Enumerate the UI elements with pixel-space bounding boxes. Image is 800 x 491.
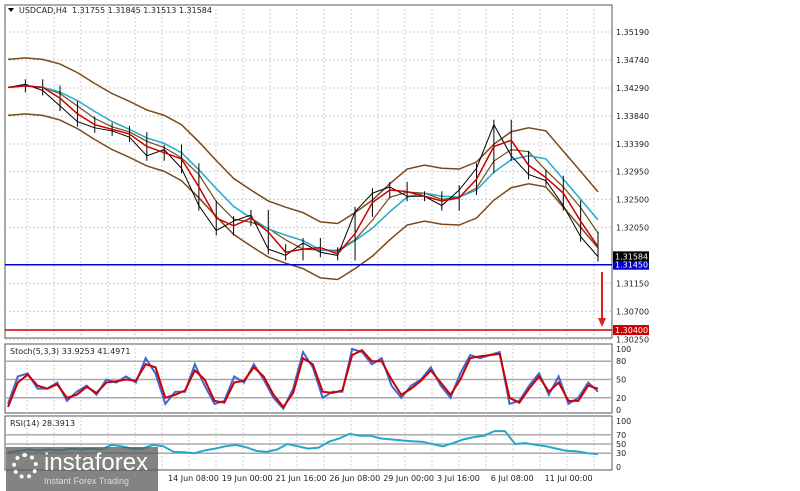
osc-tick: 0 xyxy=(616,406,621,415)
stoch-main-line xyxy=(7,347,599,411)
current-price-label: 1.31584 xyxy=(615,252,648,261)
level-tag xyxy=(613,325,649,336)
time-tick: 6 Jul 08:00 xyxy=(491,474,534,483)
time-tick: 19 Jun 00:00 xyxy=(222,474,273,483)
price-tick: 1.34740 xyxy=(616,56,649,65)
level-label: 1.31450 xyxy=(615,261,648,270)
gear-icon xyxy=(12,453,38,479)
dropdown-icon xyxy=(8,8,14,12)
lower-band xyxy=(7,113,599,281)
price-tick: 1.35190 xyxy=(616,28,649,37)
osc-tick: 50 xyxy=(616,440,626,449)
time-tick: 21 Jun 16:00 xyxy=(276,474,327,483)
time-tick: 14 Jun 08:00 xyxy=(168,474,219,483)
osc-tick: 50 xyxy=(616,376,626,385)
osc-tick: 100 xyxy=(616,345,631,354)
osc-title: Stoch(5,3,3) 33.9253 41.4971 xyxy=(10,347,130,356)
price-tick: 1.34290 xyxy=(616,84,649,93)
level-label: 1.30400 xyxy=(615,326,648,335)
price-tick: 1.33390 xyxy=(616,140,649,149)
price-tick: 1.30700 xyxy=(616,307,649,316)
osc-tick: 80 xyxy=(616,357,626,366)
current-price-tag xyxy=(613,251,649,262)
osc-tick: 20 xyxy=(616,394,626,403)
instaforex-logo: instaforex Instant Forex Trading xyxy=(6,447,158,491)
down-arrow-head-icon xyxy=(598,318,606,327)
upper-band xyxy=(7,57,599,225)
price-tick: 1.32050 xyxy=(616,223,649,232)
price-tick: 1.31150 xyxy=(616,279,649,288)
time-tick: 11 Jul 00:00 xyxy=(545,474,593,483)
panel-0 xyxy=(4,4,613,339)
osc-tick: 30 xyxy=(616,449,626,458)
ohlc-readout: 1.31755 1.31845 1.31513 1.31584 xyxy=(72,6,212,15)
price-tick: 1.32500 xyxy=(616,195,649,204)
time-tick: 26 Jun 08:00 xyxy=(329,474,380,483)
price-tick: 1.32950 xyxy=(616,167,649,176)
osc-title: RSI(14) 28.3913 xyxy=(10,419,75,428)
price-tick: 1.33840 xyxy=(616,112,649,121)
logo-tagline: Instant Forex Trading xyxy=(44,476,130,486)
level-tag xyxy=(613,259,649,270)
osc-tick: 100 xyxy=(616,417,631,426)
osc-tick: 0 xyxy=(616,463,621,472)
osc-tick: 70 xyxy=(616,431,626,440)
fast-ma-line xyxy=(7,85,599,255)
stoch-signal-line xyxy=(7,348,599,409)
price-line xyxy=(7,83,599,257)
time-tick: 3 Jul 16:00 xyxy=(437,474,480,483)
time-tick: 29 Jun 00:00 xyxy=(383,474,434,483)
symbol-label: USDCAD,H4 xyxy=(19,6,67,15)
price-tick: 1.30250 xyxy=(616,335,649,344)
logo-name: instaforex xyxy=(44,449,149,476)
